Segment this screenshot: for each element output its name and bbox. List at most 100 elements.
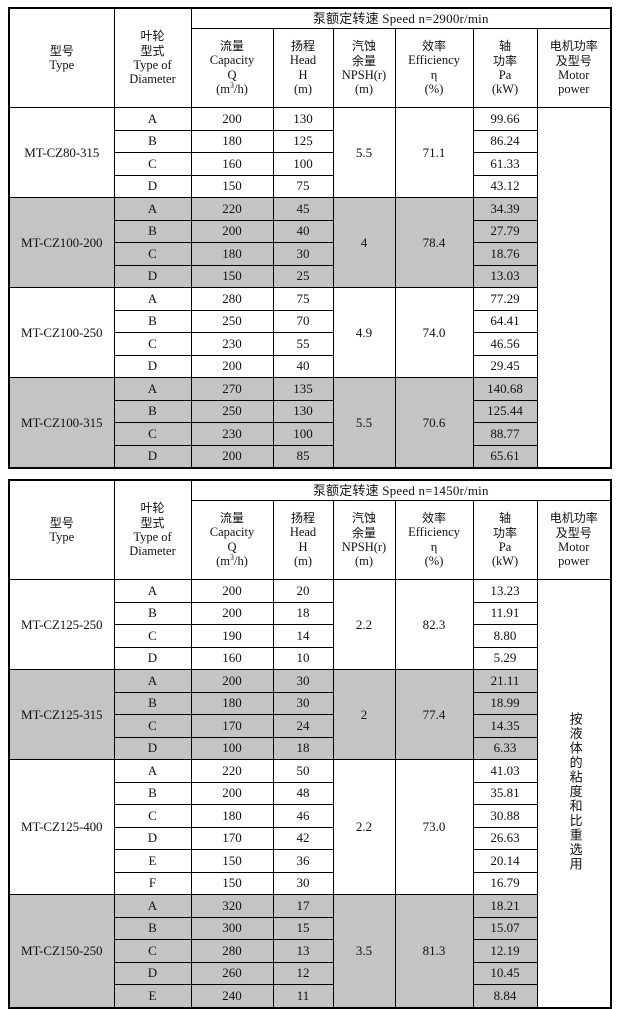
header-diameter-line: 叶轮 — [140, 501, 165, 516]
head-cell: 30 — [272, 871, 334, 895]
motor-power-note-cell: 按液体的粘度和比重选用 — [536, 579, 612, 1008]
table-row: B 200 40 27.79 — [9, 219, 611, 243]
header-motor-power-line: power — [558, 82, 590, 97]
head-cell: 48 — [272, 781, 334, 805]
header-capacity-line: (m3/h) — [216, 81, 248, 97]
header-diameter-line: Type of — [133, 529, 172, 544]
shaft-power-cell: 43.12 — [472, 174, 538, 198]
shaft-power-cell: 65.61 — [472, 444, 538, 469]
shaft-power-cell: 41.03 — [472, 759, 538, 783]
header-head-line: 扬程 — [290, 39, 315, 54]
table-row: MT-CZ150-250 A 320 17 3.5 81.3 18.21 — [8, 894, 611, 1008]
npsh-cell: 3.5 — [332, 894, 396, 1008]
header-diameter-line: 型式 — [140, 43, 165, 58]
header-capacity-line: Q — [227, 539, 237, 554]
head-cell: 70 — [272, 309, 334, 333]
npsh-cell: 2.2 — [332, 759, 396, 895]
impeller-type-cell: F — [113, 871, 192, 895]
head-cell: 20 — [272, 579, 334, 603]
shaft-power-cell: 10.45 — [472, 961, 538, 985]
table-row: D 200 85 65.61 — [9, 444, 611, 469]
header-diameter-line: Diameter — [129, 72, 176, 87]
impeller-type-cell: D — [113, 444, 192, 469]
capacity-cell: 320 — [190, 894, 274, 918]
table-row: D 200 40 29.45 — [9, 354, 611, 378]
head-cell: 30 — [272, 669, 334, 693]
header-motor-power: 电机功率 及型号 Motor power — [536, 28, 612, 108]
npsh-cell: 4 — [332, 197, 396, 288]
efficiency-cell: 73.0 — [394, 759, 474, 895]
table-row: D 150 75 43.12 — [9, 174, 611, 198]
table-row: C 230 100 88.77 — [9, 422, 611, 446]
shaft-power-cell: 14.35 — [472, 714, 538, 738]
impeller-type-cell: D — [113, 264, 192, 288]
head-cell: 42 — [272, 826, 334, 850]
head-cell: 40 — [272, 219, 334, 243]
impeller-type-cell: B — [113, 781, 192, 805]
head-cell: 11 — [272, 984, 334, 1008]
shaft-power-cell: 99.66 — [472, 107, 538, 131]
header-head-line: (m) — [293, 82, 313, 97]
table-body: MT-CZ80-315 A 200 130 5.5 71.1 99.66 B 180 125 86.… — [8, 107, 612, 469]
table-body: MT-CZ125-250 A 200 20 2.2 82.3 13.23 按液体的粘度和比重选… — [8, 579, 612, 1008]
capacity-cell: 200 — [190, 219, 274, 243]
header-efficiency-line: η — [430, 539, 438, 554]
impeller-type-cell: C — [113, 804, 192, 828]
head-cell: 100 — [272, 422, 334, 446]
table-row: D 100 18 6.33 — [9, 736, 611, 760]
efficiency-cell: 71.1 — [394, 107, 474, 198]
impeller-type-cell: C — [113, 332, 192, 356]
capacity-cell: 200 — [190, 669, 274, 693]
motor-power-blank-cell — [536, 107, 612, 469]
impeller-type-cell: C — [113, 714, 192, 738]
table-row: MT-CZ125-315 A 200 30 2 77.4 21.11 — [8, 669, 611, 760]
impeller-type-cell: D — [113, 961, 192, 985]
table-row: MT-CZ80-315 A 200 130 5.5 71.1 99.66 — [8, 107, 612, 469]
header-diameter-line: 型式 — [140, 515, 165, 530]
header-motor-power-line: 及型号 — [555, 525, 592, 540]
table-row: D 170 42 26.63 — [9, 826, 611, 850]
shaft-power-cell: 12.19 — [472, 939, 538, 963]
shaft-power-cell: 35.81 — [472, 781, 538, 805]
table-row: B 250 130 125.44 — [9, 399, 611, 423]
capacity-cell: 280 — [190, 939, 274, 963]
header-efficiency-line: Efficiency — [408, 525, 460, 540]
header-head-line: H — [298, 539, 308, 554]
shaft-power-cell: 15.07 — [472, 916, 538, 940]
header-type: 型号 Type — [8, 7, 115, 108]
head-cell: 14 — [272, 624, 334, 648]
header-efficiency: 效率 Efficiency η (%) — [394, 500, 474, 580]
npsh-cell: 2.2 — [332, 579, 396, 670]
table-row: B 200 48 35.81 — [9, 781, 611, 805]
npsh-cell: 5.5 — [332, 107, 396, 198]
capacity-cell: 200 — [190, 781, 274, 805]
impeller-type-cell: B — [113, 129, 192, 153]
table-header: 型号 Type 叶轮 型式 Type of Diameter 泵额定转速 Speed n=1… — [8, 479, 612, 580]
capacity-cell: 200 — [190, 444, 274, 469]
head-cell: 25 — [272, 264, 334, 288]
capacity-cell: 100 — [190, 736, 274, 760]
table-row: C 190 14 8.80 — [9, 624, 611, 648]
head-cell: 50 — [272, 759, 334, 783]
shaft-power-cell: 13.03 — [472, 264, 538, 288]
shaft-power-cell: 26.63 — [472, 826, 538, 850]
header-row-speed: 型号 Type 叶轮 型式 Type of Diameter 泵额定转速 Speed n=1… — [8, 479, 612, 580]
capacity-cell: 200 — [190, 107, 274, 131]
header-type: 型号 Type — [8, 479, 115, 580]
header-row-columns: 流量 Capacity Q (m3/h) 扬程 Head H (m) 汽蚀 余量 NPSH(r) (m… — [9, 500, 612, 580]
header-npsh: 汽蚀 余量 NPSH(r) (m) — [332, 500, 396, 580]
head-cell: 36 — [272, 849, 334, 873]
head-cell: 130 — [272, 107, 334, 131]
shaft-power-cell: 125.44 — [472, 399, 538, 423]
shaft-power-cell: 20.14 — [472, 849, 538, 873]
header-head-line: H — [298, 67, 308, 82]
header-efficiency-line: Efficiency — [408, 53, 460, 68]
table-row: B 250 70 64.41 — [9, 309, 611, 333]
header-shaft-power-line: Pa — [498, 539, 512, 554]
header-capacity-line: Capacity — [209, 525, 255, 540]
table-row: C 160 100 61.33 — [9, 152, 611, 176]
impeller-type-cell: A — [113, 107, 192, 131]
impeller-type-cell: D — [113, 354, 192, 378]
spec-sheet-page: 型号 Type 叶轮 型式 Type of Diameter 泵额定转速 Speed n=2… — [8, 7, 612, 1009]
table-row: C 180 46 30.88 — [9, 804, 611, 828]
